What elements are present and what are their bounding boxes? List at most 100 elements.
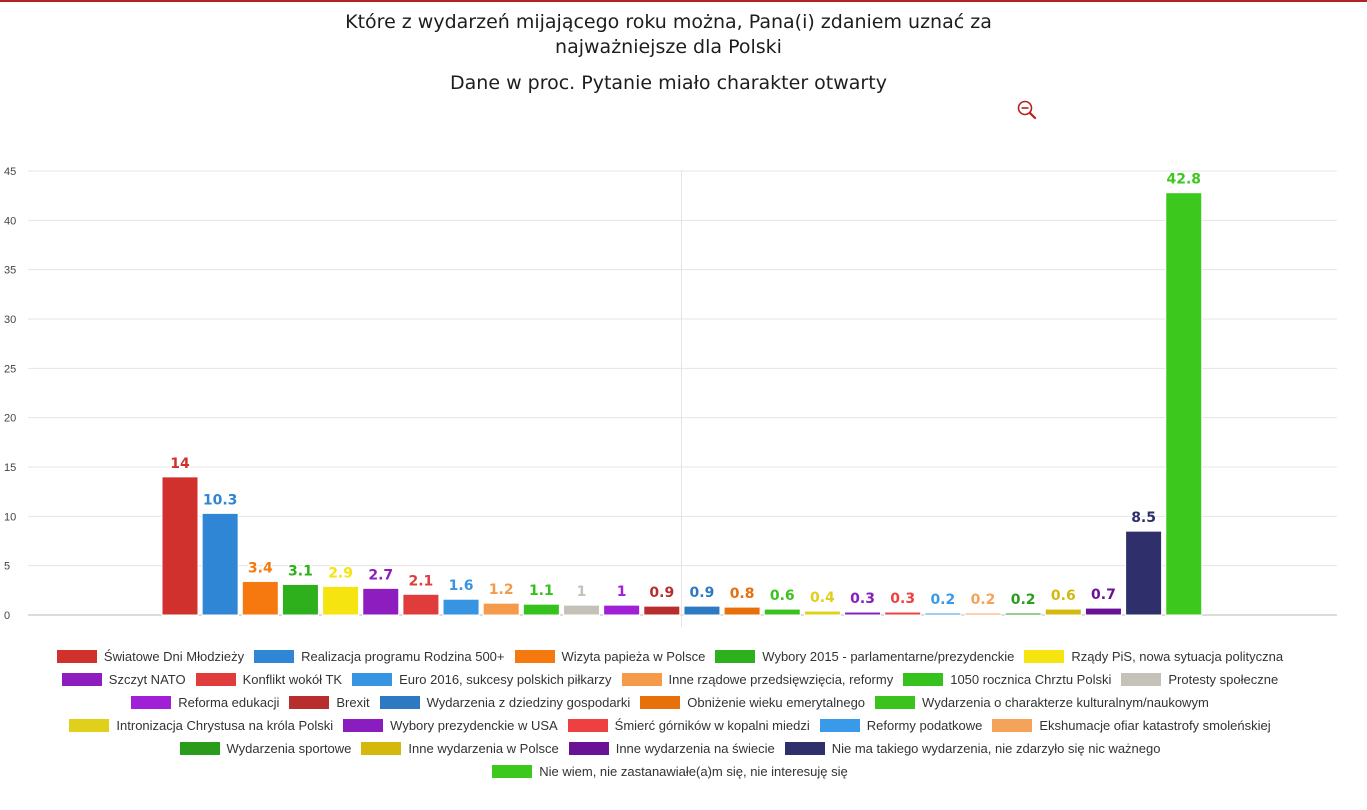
legend-item[interactable]: Wydarzenia sportowe [179, 740, 352, 757]
legend-item[interactable]: Konflikt wokół TK [195, 671, 342, 688]
chart-title-line2: najważniejsze dla Polski [555, 36, 782, 58]
y-tick-label: 40 [4, 215, 16, 227]
y-tick-label: 5 [4, 561, 10, 573]
y-tick-label: 0 [4, 610, 10, 622]
legend-item[interactable]: Inne rządowe przedsięwzięcia, reformy [621, 671, 894, 688]
data-label: 0.2 [1011, 592, 1036, 608]
legend-item[interactable]: Protesty społeczne [1121, 671, 1278, 688]
data-label: 0.3 [850, 591, 875, 607]
bar [241, 580, 279, 616]
legend-item[interactable]: 1050 rocznica Chrztu Polski [903, 671, 1111, 688]
legend-swatch [352, 673, 393, 686]
bar [803, 610, 841, 616]
bar [161, 476, 199, 616]
legend-item[interactable]: Wizyta papieża w Polsce [514, 648, 705, 665]
chart-legend: Światowe Dni Młodzieży Realizacja program… [20, 648, 1320, 780]
data-label: 3.1 [288, 563, 313, 579]
y-tick-label: 30 [4, 314, 16, 326]
legend-item[interactable]: Wydarzenia o charakterze kulturalnym/nau… [875, 694, 1209, 711]
bar [362, 587, 400, 616]
data-label: 1.2 [489, 582, 514, 598]
bar [1125, 530, 1163, 616]
bar [1165, 192, 1203, 616]
data-label: 0.7 [1091, 587, 1116, 603]
legend-swatch [69, 719, 110, 732]
legend-swatch [492, 765, 533, 778]
data-label: 14 [170, 456, 190, 472]
bar [603, 604, 641, 616]
top-accent-line [0, 0, 1367, 2]
data-label: 10.3 [203, 492, 238, 508]
legend-item[interactable]: Obniżenie wieku emerytalnego [640, 694, 865, 711]
bar [643, 605, 681, 616]
legend-item[interactable]: Brexit [289, 694, 370, 711]
legend-swatch [903, 673, 944, 686]
legend-label: Reformy podatkowe [866, 718, 983, 733]
bar [924, 612, 962, 616]
data-label: 0.6 [1051, 588, 1076, 604]
legend-item[interactable]: Inne wydarzenia na świecie [568, 740, 775, 757]
legend-swatch [289, 696, 330, 709]
legend-item[interactable]: Rządy PiS, nowa sytuacja polityczna [1024, 648, 1283, 665]
data-label: 8.5 [1131, 510, 1156, 526]
legend-swatch [715, 650, 756, 663]
legend-swatch [819, 719, 860, 732]
data-label: 1.1 [529, 583, 554, 599]
legend-swatch [179, 742, 220, 755]
zoom-out-icon[interactable] [1016, 99, 1038, 121]
legend-label: Wydarzenia sportowe [226, 741, 352, 756]
legend-item[interactable]: Wybory prezydenckie w USA [343, 717, 558, 734]
legend-item[interactable]: Nie ma takiego wydarzenia, nie zdarzyło … [784, 740, 1160, 757]
bar [402, 593, 440, 616]
legend-label: Realizacja programu Rodzina 500+ [301, 649, 505, 664]
legend-label: Inne rządowe przedsięwzięcia, reformy [668, 672, 894, 687]
legend-item[interactable]: Reforma edukacji [131, 694, 279, 711]
legend-label: Wydarzenia o charakterze kulturalnym/nau… [922, 695, 1209, 710]
legend-item[interactable]: Realizacja programu Rodzina 500+ [254, 648, 505, 665]
bar [844, 611, 882, 616]
legend-swatch [195, 673, 236, 686]
bar [201, 512, 239, 616]
legend-item[interactable]: Intronizacja Chrystusa na króla Polski [69, 717, 333, 734]
legend-swatch [361, 742, 402, 755]
legend-label: Inne wydarzenia na świecie [615, 741, 775, 756]
data-label: 0.2 [930, 592, 955, 608]
bar [322, 585, 360, 616]
legend-label: Brexit [336, 695, 370, 710]
legend-swatch [640, 696, 681, 709]
bar [884, 611, 922, 616]
y-tick-label: 25 [4, 363, 16, 375]
data-label: 2.9 [328, 565, 353, 581]
legend-item[interactable]: Nie wiem, nie zastanawiałe(a)m się, nie … [492, 763, 848, 780]
legend-item[interactable]: Euro 2016, sukcesy polskich piłkarzy [352, 671, 612, 688]
data-label: 42.8 [1166, 172, 1201, 188]
chart-subtitle: Dane w proc. Pytanie miało charakter otw… [450, 72, 887, 94]
legend-swatch [56, 650, 97, 663]
data-label: 0.2 [971, 592, 996, 608]
legend-swatch [131, 696, 172, 709]
legend-item[interactable]: Ekshumacje ofiar katastrofy smoleńskiej [992, 717, 1271, 734]
legend-swatch [992, 719, 1033, 732]
data-label: 2.7 [368, 567, 393, 583]
legend-item[interactable]: Inne wydarzenia w Polsce [361, 740, 559, 757]
legend-item[interactable]: Wybory 2015 - parlamentarne/prezydenckie [715, 648, 1014, 665]
legend-label: Śmierć górników w kopalni miedzi [614, 718, 810, 733]
data-label: 0.9 [690, 585, 715, 601]
legend-label: Wydarzenia z dziedziny gospodarki [426, 695, 631, 710]
bar [563, 604, 600, 616]
legend-item[interactable]: Światowe Dni Młodzieży [56, 648, 244, 665]
legend-swatch [514, 650, 555, 663]
legend-item[interactable]: Śmierć górników w kopalni miedzi [567, 717, 810, 734]
legend-label: Nie wiem, nie zastanawiałe(a)m się, nie … [539, 764, 848, 779]
bar [442, 598, 480, 616]
bar [964, 612, 1002, 616]
legend-swatch [1024, 650, 1065, 663]
legend-swatch [254, 650, 295, 663]
data-label: 3.4 [248, 560, 273, 576]
y-tick-label: 15 [4, 462, 16, 474]
legend-item[interactable]: Szczyt NATO [61, 671, 186, 688]
legend-item[interactable]: Wydarzenia z dziedziny gospodarki [379, 694, 631, 711]
legend-item[interactable]: Reformy podatkowe [819, 717, 983, 734]
data-label: 1 [577, 584, 587, 600]
